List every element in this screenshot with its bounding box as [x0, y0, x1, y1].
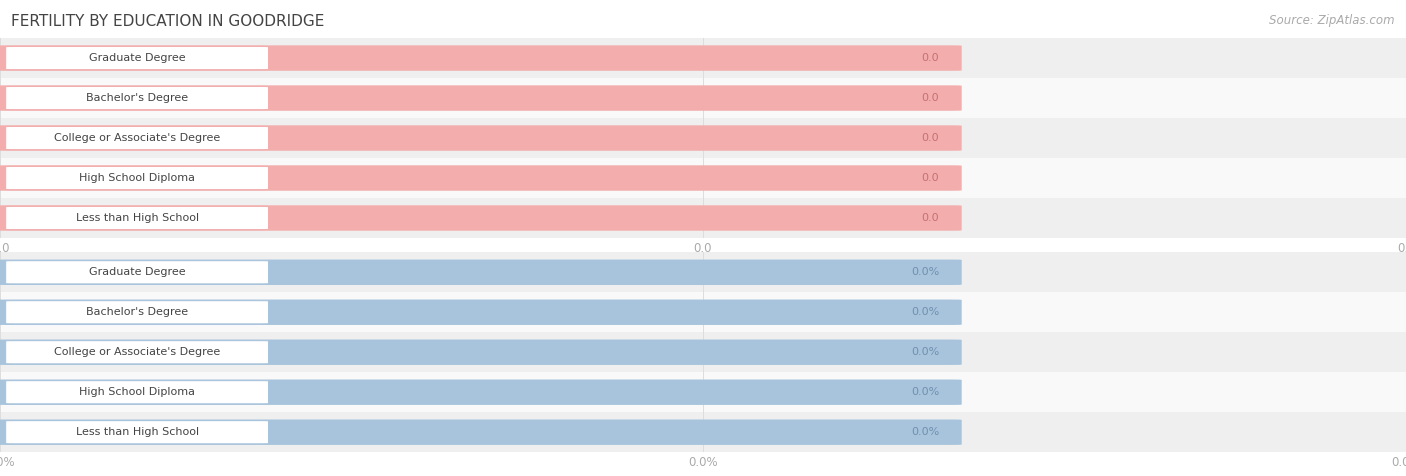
Text: 0.0: 0.0 — [921, 53, 939, 63]
FancyBboxPatch shape — [0, 165, 962, 191]
FancyBboxPatch shape — [0, 78, 1406, 118]
FancyBboxPatch shape — [0, 299, 962, 325]
Text: Bachelor's Degree: Bachelor's Degree — [86, 93, 188, 103]
Text: Less than High School: Less than High School — [76, 427, 198, 437]
FancyBboxPatch shape — [0, 125, 962, 151]
Text: Bachelor's Degree: Bachelor's Degree — [86, 307, 188, 317]
FancyBboxPatch shape — [0, 379, 962, 405]
FancyBboxPatch shape — [0, 332, 1406, 372]
FancyBboxPatch shape — [6, 167, 269, 189]
Text: FERTILITY BY EDUCATION IN GOODRIDGE: FERTILITY BY EDUCATION IN GOODRIDGE — [11, 14, 325, 30]
FancyBboxPatch shape — [0, 252, 1406, 292]
FancyBboxPatch shape — [6, 341, 269, 364]
Text: Less than High School: Less than High School — [76, 213, 198, 223]
FancyBboxPatch shape — [0, 292, 1406, 332]
FancyBboxPatch shape — [6, 381, 269, 404]
FancyBboxPatch shape — [0, 118, 1406, 158]
Text: Graduate Degree: Graduate Degree — [89, 267, 186, 278]
FancyBboxPatch shape — [0, 198, 1406, 238]
Text: College or Associate's Degree: College or Associate's Degree — [53, 133, 221, 143]
Text: Graduate Degree: Graduate Degree — [89, 53, 186, 63]
FancyBboxPatch shape — [0, 85, 962, 111]
FancyBboxPatch shape — [0, 158, 1406, 198]
FancyBboxPatch shape — [0, 412, 1406, 452]
FancyBboxPatch shape — [0, 339, 962, 365]
Text: College or Associate's Degree: College or Associate's Degree — [53, 347, 221, 357]
Text: High School Diploma: High School Diploma — [79, 387, 195, 397]
Text: Source: ZipAtlas.com: Source: ZipAtlas.com — [1270, 14, 1395, 27]
FancyBboxPatch shape — [6, 261, 269, 284]
FancyBboxPatch shape — [0, 45, 962, 71]
FancyBboxPatch shape — [6, 87, 269, 109]
Text: 0.0: 0.0 — [921, 93, 939, 103]
FancyBboxPatch shape — [0, 205, 962, 231]
FancyBboxPatch shape — [0, 419, 962, 445]
FancyBboxPatch shape — [6, 207, 269, 229]
Text: 0.0: 0.0 — [921, 133, 939, 143]
Text: 0.0%: 0.0% — [911, 267, 939, 278]
Text: 0.0: 0.0 — [921, 213, 939, 223]
Text: 0.0%: 0.0% — [911, 427, 939, 437]
FancyBboxPatch shape — [6, 47, 269, 69]
Text: High School Diploma: High School Diploma — [79, 173, 195, 183]
FancyBboxPatch shape — [6, 421, 269, 444]
FancyBboxPatch shape — [0, 38, 1406, 78]
Text: 0.0: 0.0 — [921, 173, 939, 183]
FancyBboxPatch shape — [0, 372, 1406, 412]
Text: 0.0%: 0.0% — [911, 347, 939, 357]
FancyBboxPatch shape — [6, 301, 269, 324]
FancyBboxPatch shape — [6, 127, 269, 149]
Text: 0.0%: 0.0% — [911, 307, 939, 317]
FancyBboxPatch shape — [0, 259, 962, 285]
Text: 0.0%: 0.0% — [911, 387, 939, 397]
